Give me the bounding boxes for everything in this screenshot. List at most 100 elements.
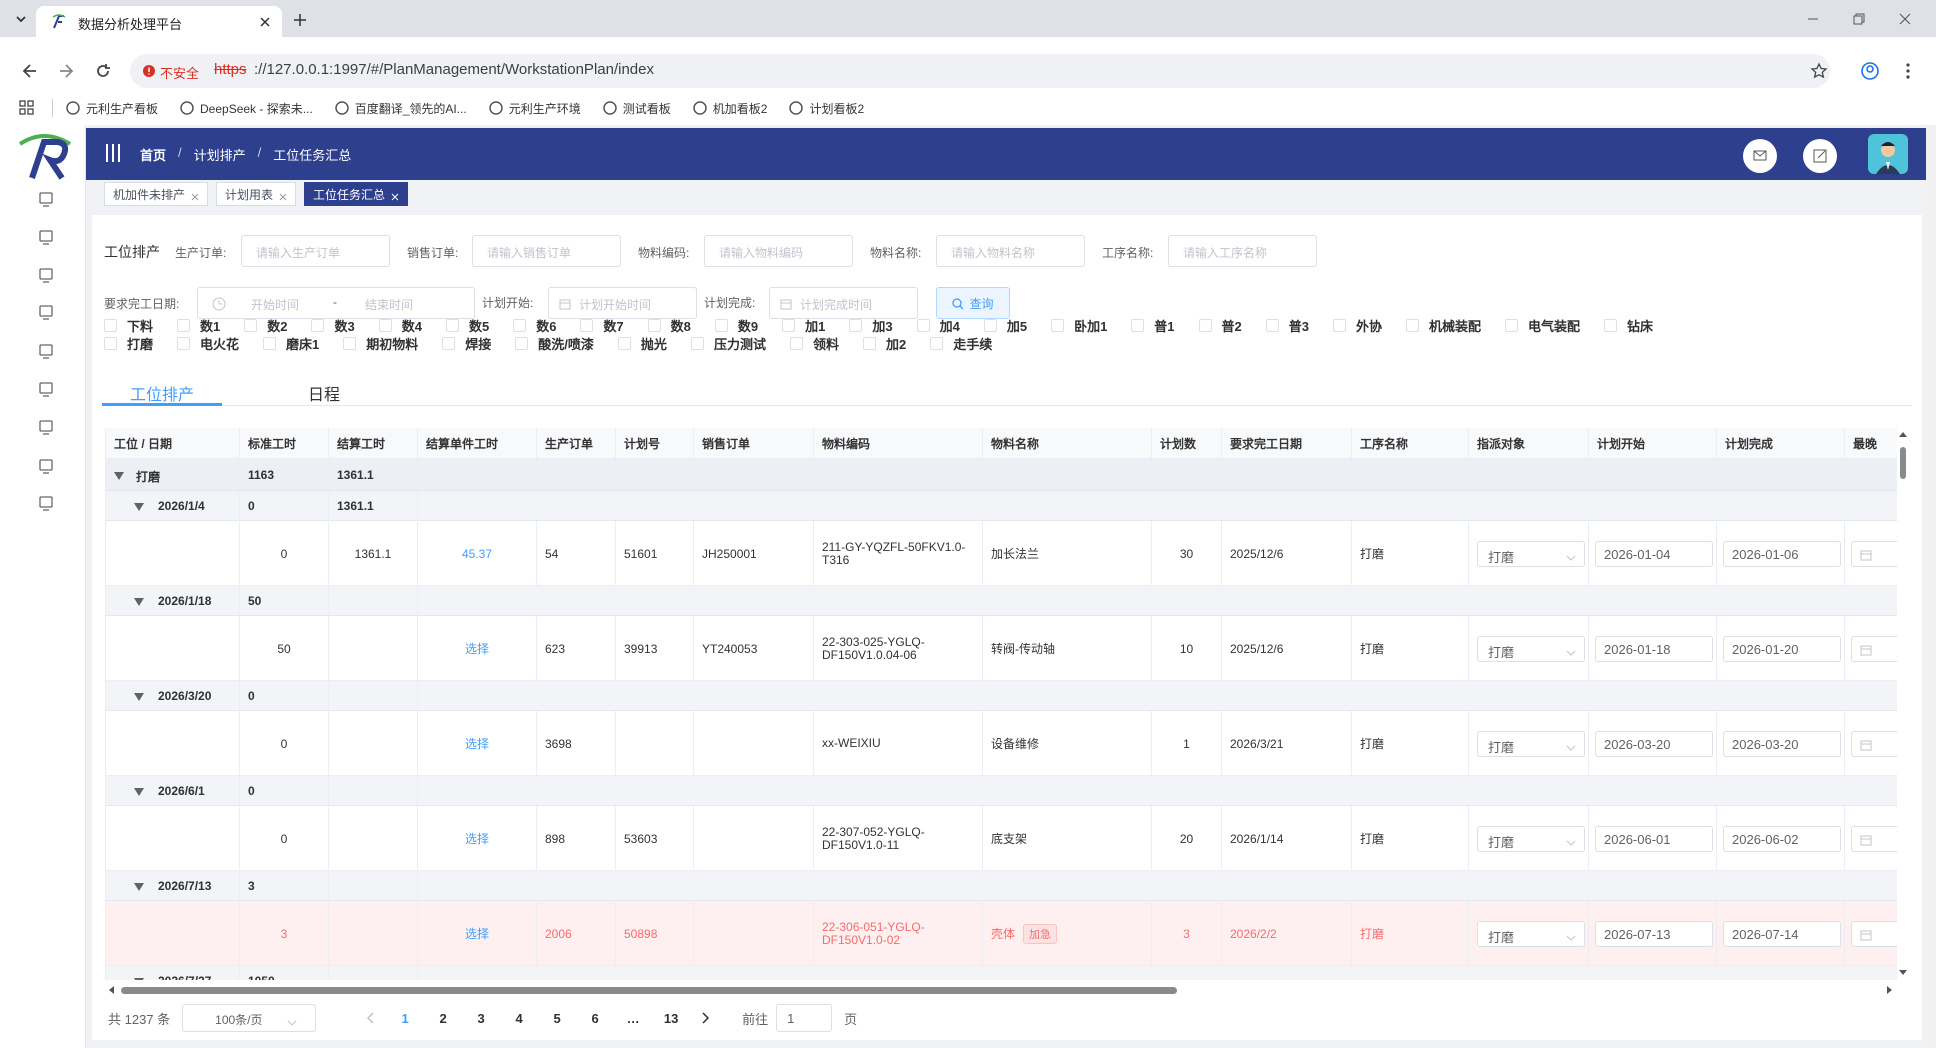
checkbox[interactable]: 普1 <box>1131 317 1175 334</box>
date-input[interactable]: 2026-03-20 <box>1595 731 1713 757</box>
expand-toggle[interactable] <box>134 691 144 701</box>
address-bar[interactable]: 不安全 https://127.0.0.1:1997/#/PlanManageme… <box>130 54 1830 88</box>
assignee-select[interactable]: 打磨 <box>1477 636 1585 662</box>
checkbox[interactable]: 酸洗/喷漆 <box>515 335 594 352</box>
checkbox[interactable]: 焊接 <box>442 335 491 352</box>
expand-toggle[interactable] <box>134 881 144 891</box>
checkbox[interactable]: 打磨 <box>104 335 153 352</box>
date-input[interactable]: 2026-06-02 <box>1723 826 1841 852</box>
page-number[interactable]: … <box>626 1010 640 1026</box>
sidebar-menu-icon[interactable] <box>38 191 54 207</box>
date-input[interactable] <box>1851 826 1897 852</box>
prev-page[interactable] <box>356 1004 386 1032</box>
sidebar-menu-icon[interactable] <box>38 495 54 511</box>
checkbox[interactable]: 加5 <box>983 317 1027 334</box>
window-minimize[interactable] <box>1806 12 1820 26</box>
bookmark[interactable]: 百度翻译_领先的AI... <box>334 100 467 117</box>
tag[interactable]: 机加件未排产 <box>104 182 209 206</box>
date-range-input[interactable]: 开始时间 - 结束时间 <box>197 287 475 319</box>
checkbox[interactable]: 数4 <box>378 317 422 334</box>
edit-button[interactable] <box>1802 138 1838 174</box>
bookmark[interactable]: 计划看板2 <box>789 100 864 117</box>
sidebar-menu-icon[interactable] <box>38 267 54 283</box>
tag-close[interactable] <box>391 190 399 201</box>
page-number[interactable]: 4 <box>515 1010 523 1026</box>
bookmark[interactable]: 机加看板2 <box>693 100 767 117</box>
back-button[interactable] <box>20 61 40 81</box>
bookmark[interactable]: 元利生产看板 <box>66 100 158 117</box>
checkbox[interactable]: 普2 <box>1198 317 1242 334</box>
checkbox[interactable]: 机械装配 <box>1406 317 1481 334</box>
bookmark[interactable]: 元利生产环境 <box>489 100 581 117</box>
date-input[interactable] <box>1851 541 1897 567</box>
date-input[interactable] <box>1851 921 1897 947</box>
date-input[interactable]: 2026-01-06 <box>1723 541 1841 567</box>
text-input[interactable]: 计划完成时间 <box>769 287 918 319</box>
checkbox[interactable]: 数8 <box>647 317 691 334</box>
user-avatar[interactable] <box>1868 134 1908 174</box>
reload-button[interactable] <box>93 61 113 81</box>
table-cell[interactable]: 选择 <box>418 901 537 966</box>
sidebar-menu-icon[interactable] <box>38 381 54 397</box>
date-input[interactable]: 2026-01-04 <box>1595 541 1713 567</box>
date-input[interactable]: 2026-01-20 <box>1723 636 1841 662</box>
expand-toggle[interactable] <box>134 786 144 796</box>
sidebar-menu-icon[interactable] <box>38 419 54 435</box>
sidebar-menu-icon[interactable] <box>38 458 54 474</box>
text-input[interactable]: 计划开始时间 <box>548 287 697 319</box>
expand-toggle[interactable] <box>114 470 124 480</box>
hamburger[interactable] <box>104 142 122 164</box>
next-page[interactable] <box>690 1004 720 1032</box>
tag-close[interactable] <box>279 190 287 201</box>
date-input[interactable]: 2026-07-13 <box>1595 921 1713 947</box>
checkbox[interactable]: 钻床 <box>1604 317 1653 334</box>
horizontal-scrollbar[interactable] <box>105 983 1897 997</box>
assignee-select[interactable]: 打磨 <box>1477 921 1585 947</box>
checkbox[interactable]: 数2 <box>244 317 287 334</box>
text-input[interactable]: 请输入物料编码 <box>704 235 853 267</box>
checkbox[interactable]: 数9 <box>714 317 758 334</box>
checkbox[interactable]: 加3 <box>849 317 893 334</box>
checkbox[interactable]: 压力测试 <box>690 335 766 352</box>
checkbox[interactable]: 数1 <box>177 317 220 334</box>
query-button[interactable]: 查询 <box>936 287 1010 319</box>
forward-button[interactable] <box>56 61 76 81</box>
bookmark[interactable]: DeepSeek - 探索未... <box>180 100 313 117</box>
date-input[interactable] <box>1851 731 1897 757</box>
breadcrumb-item[interactable]: 首页 <box>140 148 167 163</box>
tag-close[interactable] <box>191 190 199 201</box>
page-number[interactable]: 5 <box>553 1010 561 1026</box>
checkbox[interactable]: 普3 <box>1265 317 1309 334</box>
sidebar-menu-icon[interactable] <box>38 304 54 320</box>
vertical-scrollbar[interactable] <box>1897 428 1909 980</box>
window-close[interactable] <box>1898 12 1912 26</box>
tag[interactable]: 计划用表 <box>216 182 297 206</box>
tag[interactable]: 工位任务汇总 <box>304 182 409 206</box>
tab-list-button[interactable] <box>10 8 32 30</box>
date-input[interactable]: 2026-01-18 <box>1595 636 1713 662</box>
text-input[interactable]: 请输入工序名称 <box>1168 235 1317 267</box>
checkbox[interactable]: 领料 <box>789 335 839 352</box>
checkbox[interactable]: 加1 <box>782 317 825 334</box>
table-cell[interactable]: 选择 <box>418 711 537 776</box>
checkbox[interactable]: 加2 <box>862 335 906 352</box>
text-input[interactable]: 请输入生产订单 <box>241 235 390 267</box>
checkbox[interactable]: 加4 <box>916 317 960 334</box>
table-cell[interactable]: 选择 <box>418 616 537 681</box>
window-restore[interactable] <box>1852 12 1866 26</box>
checkbox[interactable]: 电气装配 <box>1505 317 1580 334</box>
table-cell[interactable]: 选择 <box>418 806 537 871</box>
sidebar-menu-icon[interactable] <box>38 343 54 359</box>
expand-toggle[interactable] <box>134 596 144 606</box>
date-input[interactable]: 2026-07-14 <box>1723 921 1841 947</box>
page-number[interactable]: 13 <box>663 1010 679 1026</box>
sidebar-menu-icon[interactable] <box>38 229 54 245</box>
expand-toggle[interactable] <box>134 501 144 511</box>
assignee-select[interactable]: 打磨 <box>1477 826 1585 852</box>
checkbox[interactable]: 磨床1 <box>263 335 319 352</box>
page-size-select[interactable]: 100条/页 <box>182 1004 317 1032</box>
checkbox[interactable]: 外协 <box>1333 317 1382 334</box>
bookmark-star[interactable] <box>1810 62 1828 80</box>
message-button[interactable] <box>1742 138 1778 174</box>
checkbox[interactable]: 抛光 <box>617 335 667 352</box>
